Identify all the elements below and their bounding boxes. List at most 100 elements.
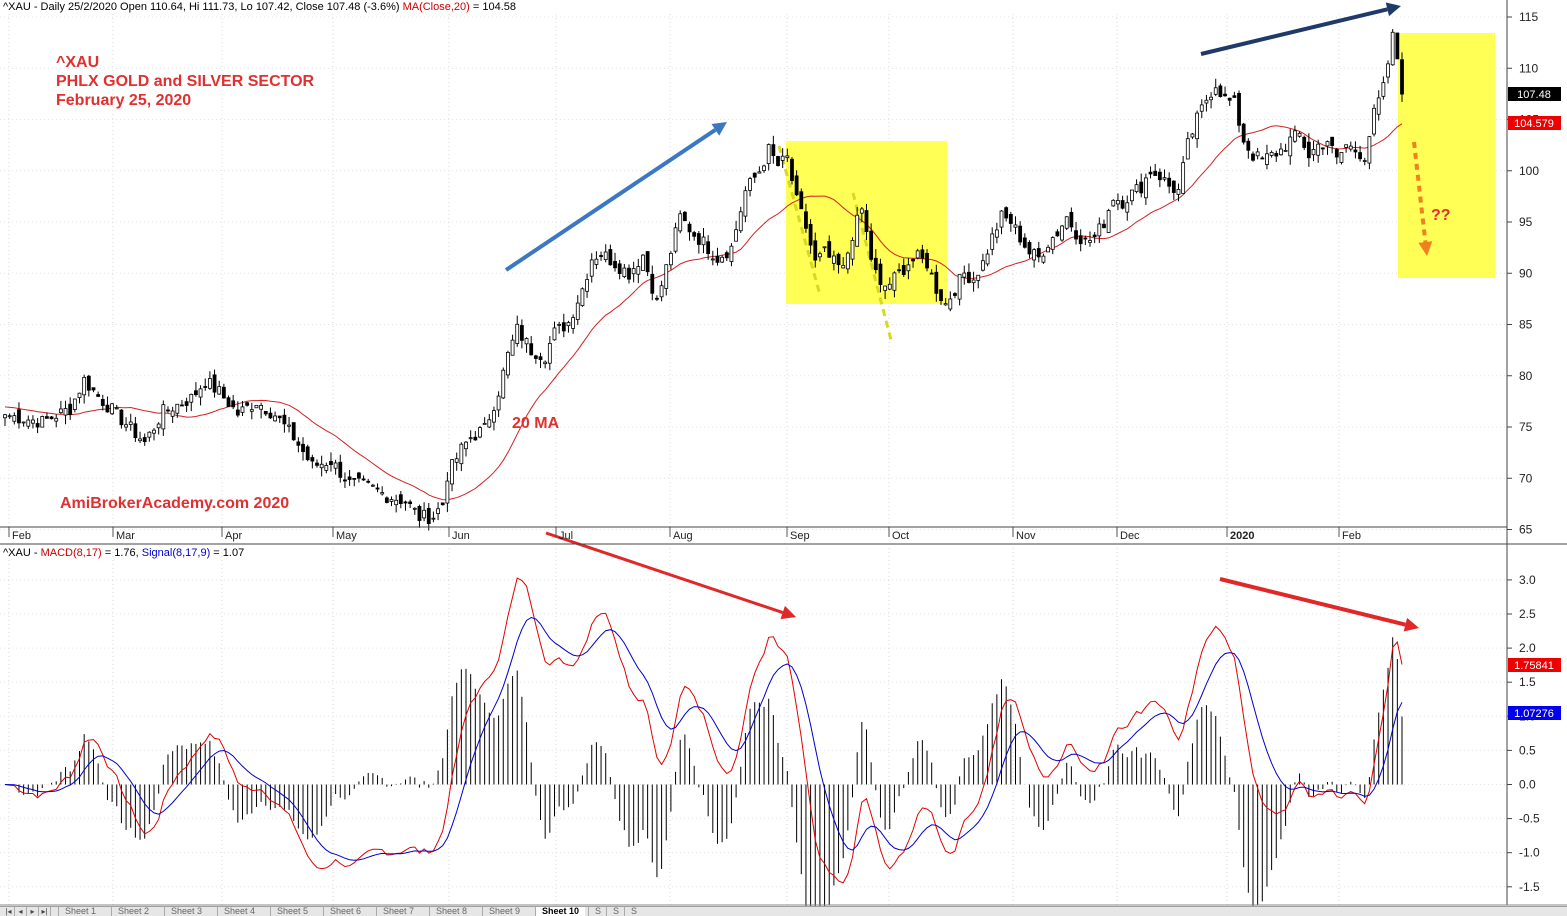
sheet-tab[interactable]: S	[624, 907, 644, 916]
signal-line	[4, 616, 1403, 861]
candle-body	[91, 387, 96, 391]
macd-y-tick-label: -0.5	[1519, 812, 1540, 826]
candle-body	[1199, 104, 1204, 112]
price-pane-header: ^XAU - Daily 25/2/2020 Open 110.64, Hi 1…	[3, 1, 516, 13]
candle-body	[17, 409, 21, 424]
candle-body	[557, 323, 562, 326]
candle-body	[971, 279, 976, 284]
close-price-badge	[1508, 87, 1561, 101]
sheet-nav-button[interactable]: ▸|	[39, 907, 51, 916]
candle-body	[547, 343, 552, 364]
candle-body	[347, 476, 352, 480]
candle-body	[1074, 230, 1078, 240]
sheet-nav-button[interactable]: ◂	[15, 907, 27, 916]
macd-y-tick-label: 2.0	[1519, 641, 1536, 655]
candle-body	[12, 415, 17, 422]
dashed-trendline	[777, 145, 822, 296]
candle-body	[1078, 235, 1083, 245]
candle-body	[994, 229, 999, 238]
candle-body	[301, 443, 305, 453]
candle-body	[859, 208, 864, 214]
candle-body	[1013, 224, 1018, 228]
candle-body	[813, 240, 818, 261]
candle-body	[310, 457, 315, 462]
candle-body	[845, 252, 850, 270]
candle-body	[175, 403, 180, 414]
sheet-nav-button[interactable]: ▸	[27, 907, 39, 916]
macd-header-prefix: ^XAU -	[3, 547, 41, 559]
candle-body	[1167, 177, 1172, 187]
candle-body	[7, 415, 12, 418]
sheet-tab[interactable]: Sheet 2	[111, 907, 156, 916]
candle-body	[627, 267, 631, 280]
x-tick-label: Mar	[116, 530, 135, 542]
sheet-nav-button[interactable]: |◂	[3, 907, 15, 916]
y-tick-label: 110	[1519, 61, 1538, 75]
candle-body	[426, 507, 431, 524]
candle-body	[929, 272, 934, 275]
candle-body	[957, 273, 962, 300]
candle-body	[692, 232, 697, 237]
sheet-tab[interactable]: Sheet 4	[217, 907, 262, 916]
candle-body	[338, 461, 343, 478]
candle-body	[1320, 147, 1325, 150]
candle-body	[920, 249, 925, 259]
candle-body	[682, 211, 687, 222]
sheet-tab[interactable]: Sheet 10	[535, 907, 586, 916]
x-tick-label: Sep	[790, 530, 810, 542]
candle-body	[729, 245, 734, 262]
candle-body	[198, 388, 203, 398]
candle-body	[1181, 162, 1186, 194]
sheet-tab[interactable]: Sheet 1	[58, 907, 103, 916]
candle-body	[1274, 152, 1279, 157]
candle-body	[650, 273, 655, 294]
candle-body	[645, 251, 650, 273]
sheet-tab[interactable]: Sheet 8	[429, 907, 474, 916]
candle-body	[63, 408, 68, 416]
candle-body	[1358, 152, 1362, 160]
candle-body	[897, 269, 901, 272]
candle-body	[170, 410, 175, 417]
sheet-tab[interactable]: Sheet 5	[270, 907, 315, 916]
candle-body	[133, 423, 138, 439]
macd-value-badge-text: 1.75841	[1514, 660, 1554, 672]
down-projection-arrow	[1412, 141, 1428, 243]
candle-body	[3, 414, 7, 419]
sheet-tab[interactable]: S	[588, 907, 608, 916]
candle-body	[1246, 140, 1251, 151]
sheet-tab-bar: |◂ ◂ ▸ ▸| Sheet 1 Sheet 2 Sheet 3 Sheet 4 Sheet …	[0, 906, 1567, 916]
candle-body	[1036, 248, 1041, 258]
candle-body	[776, 156, 780, 167]
candle-body	[659, 285, 664, 298]
candle-body	[603, 251, 608, 260]
candle-body	[1292, 130, 1297, 142]
candle-body	[710, 258, 715, 261]
candle-body	[366, 480, 371, 483]
candle-body	[254, 404, 259, 409]
sheet-tab[interactable]: Sheet 7	[376, 907, 421, 916]
macd-y-tick-label: -1.0	[1519, 846, 1540, 860]
x-tick-label: 2020	[1230, 530, 1254, 542]
sheet-tab[interactable]: Sheet 6	[323, 907, 368, 916]
signal-legend-value: = 1.07	[210, 547, 245, 559]
candle-body	[1106, 210, 1111, 233]
candle-body	[1195, 112, 1200, 140]
x-tick-label: Jul	[559, 530, 573, 542]
macd-value-badge	[1508, 658, 1561, 672]
candle-body	[445, 480, 450, 504]
sheet-tab[interactable]: Sheet 3	[164, 907, 209, 916]
candle-body	[1311, 149, 1316, 156]
y-tick-label: 65	[1519, 523, 1533, 537]
candle-body	[245, 402, 250, 406]
candle-body	[1344, 144, 1349, 148]
macd-y-tick-label: 0.5	[1519, 743, 1536, 757]
candle-body	[1143, 177, 1148, 199]
candle-body	[40, 416, 45, 428]
candle-body	[706, 241, 711, 255]
candle-body	[887, 283, 892, 290]
candle-body	[841, 265, 846, 269]
sheet-tab[interactable]: S	[606, 907, 626, 916]
sheet-tab[interactable]: Sheet 9	[482, 907, 527, 916]
